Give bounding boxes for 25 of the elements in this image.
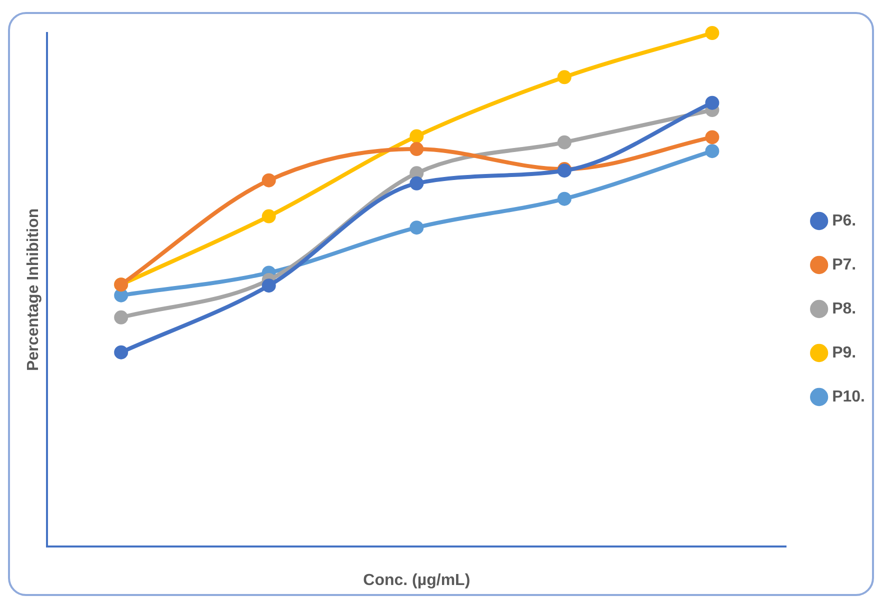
point	[557, 192, 572, 206]
point	[262, 209, 276, 224]
point	[114, 288, 128, 302]
x-axis-title: Conc. (µg/mL)	[363, 572, 470, 589]
point	[557, 135, 572, 150]
point	[705, 96, 720, 110]
legend-label: P8.	[832, 300, 856, 318]
point	[705, 130, 720, 144]
legend-label: P10.	[832, 388, 866, 406]
point	[705, 144, 720, 158]
legend-label: P6.	[832, 212, 856, 230]
point	[262, 278, 276, 293]
point	[410, 176, 424, 190]
point	[410, 129, 424, 144]
point	[114, 310, 128, 324]
point	[557, 70, 572, 84]
point	[410, 166, 424, 180]
point	[114, 345, 128, 360]
legend-label: P7.	[832, 256, 856, 274]
y-axis-title: Percentage Inhibition	[25, 208, 42, 372]
point	[262, 173, 276, 188]
point	[410, 220, 424, 235]
legend-label: P9.	[832, 344, 856, 362]
point	[705, 26, 720, 40]
point	[410, 142, 424, 156]
